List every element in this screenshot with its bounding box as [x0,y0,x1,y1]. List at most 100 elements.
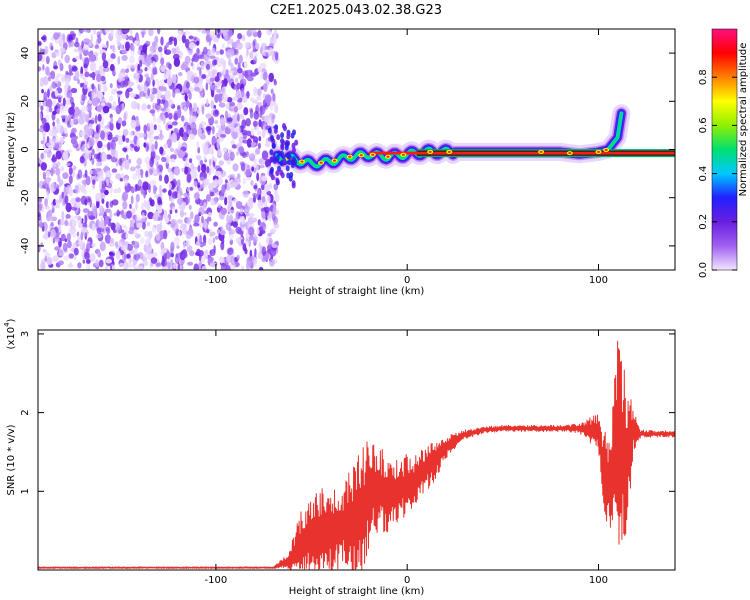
noise-blob [99,180,102,190]
noise-blob [209,165,215,173]
noise-blob [188,227,193,236]
noise-blob [49,85,52,91]
noise-blob [67,233,71,241]
noise-blob [237,68,243,74]
noise-blob [81,196,87,205]
transition-blob [282,158,286,164]
noise-blob [265,94,272,103]
noise-blob [110,238,114,244]
noise-blob [58,260,64,265]
noise-blob [41,162,47,171]
noise-blob [81,93,85,101]
noise-blob [219,196,224,200]
noise-blob [150,109,156,113]
transition-blob [270,167,274,173]
noise-blob [96,163,99,167]
noise-blob [253,56,257,64]
noise-blob [137,103,140,111]
signal-hotspot-core [402,154,405,156]
noise-blob [170,209,173,214]
noise-blob [77,262,81,268]
noise-blob [103,45,107,49]
noise-blob [115,242,118,248]
noise-blob [112,45,115,53]
noise-blob [59,179,64,185]
noise-blob [170,158,175,162]
noise-blob [150,46,155,55]
noise-blob [64,127,67,134]
noise-blob [123,26,130,33]
noise-blob [97,105,102,112]
noise-blob [201,164,206,172]
noise-blob [116,227,121,233]
noise-blob [237,114,240,122]
noise-blob [228,61,231,65]
noise-blob [168,230,171,234]
noise-blob [149,158,153,167]
noise-blob [117,43,123,50]
noise-blob [229,230,234,234]
noise-blob [150,199,155,206]
colorbar-tick-label: 0.6 [698,117,709,133]
noise-blob [95,234,102,239]
noise-blob [236,237,241,244]
colorbar-label: Normalized spectral amplitude [738,43,749,197]
noise-blob [236,227,242,234]
noise-blob [115,150,118,158]
noise-blob [211,232,216,236]
noise-blob [106,178,109,186]
noise-blob [227,40,230,47]
noise-blob [275,52,278,61]
noise-blob [215,94,220,101]
noise-blob [131,120,137,129]
noise-blob [147,88,150,96]
noise-blob [152,225,156,233]
noise-blob [234,58,238,65]
noise-blob [93,27,97,35]
noise-blob [258,66,262,72]
noise-blob [154,36,158,44]
noise-blob [60,63,64,71]
noise-blob [140,170,143,178]
noise-blob [194,214,199,223]
noise-blob [258,119,261,127]
noise-blob [145,67,148,71]
noise-blob [223,147,228,152]
noise-blob [226,103,231,110]
noise-blob [69,64,72,70]
noise-blob [53,99,57,106]
noise-blob [109,252,113,256]
noise-blob [122,34,127,39]
signal-hotspot-core [448,151,451,153]
noise-blob [55,238,61,243]
noise-blob [215,236,218,240]
noise-blob [132,103,135,107]
noise-blob [65,163,70,167]
noise-blob [142,212,145,217]
noise-blob [236,201,243,209]
noise-blob [74,49,79,53]
noise-blob [92,62,96,71]
noise-blob [183,193,190,197]
noise-blob [106,259,112,264]
noise-blob [266,29,272,36]
noise-blob [256,172,259,181]
noise-blob [91,34,93,43]
noise-blob [164,175,169,184]
noise-blob [254,248,256,258]
signal-hotspot-core [348,156,351,158]
noise-blob [197,182,200,188]
snr-series-line [38,341,675,569]
noise-blob [143,125,147,133]
noise-blob [244,61,248,68]
noise-blob [92,179,95,185]
noise-blob [269,259,275,267]
noise-blob [180,210,184,218]
noise-blob [260,165,265,169]
noise-blob [66,214,71,219]
noise-blob [149,169,153,174]
noise-blob [107,142,110,151]
noise-blob [229,214,233,222]
noise-blob [122,224,126,228]
noise-blob [119,73,122,80]
